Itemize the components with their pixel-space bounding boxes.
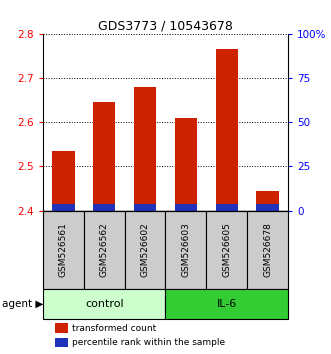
Text: GSM526561: GSM526561 <box>59 222 68 277</box>
Bar <box>125 211 166 289</box>
Bar <box>93 204 116 211</box>
Bar <box>134 87 156 204</box>
Bar <box>84 211 125 289</box>
Text: percentile rank within the sample: percentile rank within the sample <box>72 338 225 347</box>
Text: GSM526605: GSM526605 <box>222 222 231 277</box>
Text: agent ▶: agent ▶ <box>2 298 43 309</box>
Bar <box>52 151 75 204</box>
Text: IL-6: IL-6 <box>216 298 237 309</box>
Bar <box>55 324 68 333</box>
Text: transformed count: transformed count <box>72 324 157 333</box>
Bar <box>55 338 68 347</box>
Text: GSM526602: GSM526602 <box>141 222 150 277</box>
Bar <box>43 211 84 289</box>
Bar <box>175 118 197 204</box>
Bar <box>166 289 288 319</box>
Bar <box>175 204 197 211</box>
Bar <box>166 211 206 289</box>
Bar <box>247 211 288 289</box>
Text: control: control <box>85 298 123 309</box>
Bar <box>134 204 156 211</box>
Bar <box>215 204 238 211</box>
Bar <box>93 102 116 204</box>
Bar <box>256 191 279 204</box>
Bar <box>43 289 166 319</box>
Text: GSM526678: GSM526678 <box>263 222 272 277</box>
Text: GSM526562: GSM526562 <box>100 222 109 277</box>
Text: GSM526603: GSM526603 <box>181 222 190 277</box>
Bar <box>215 49 238 204</box>
Bar <box>206 211 247 289</box>
Title: GDS3773 / 10543678: GDS3773 / 10543678 <box>98 19 233 33</box>
Bar <box>256 204 279 211</box>
Bar <box>52 204 75 211</box>
